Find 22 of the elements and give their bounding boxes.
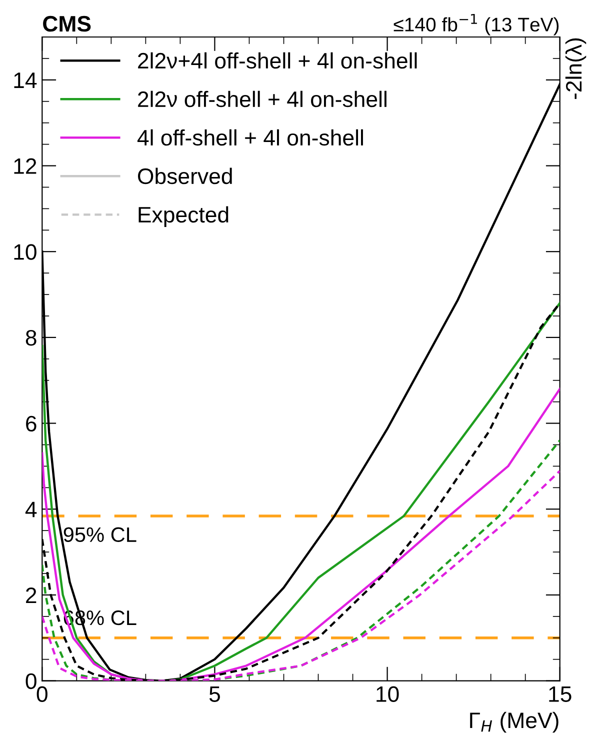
legend-label: 4l off-shell + 4l on-shell <box>137 129 363 146</box>
ref-line-label: 95% CL <box>64 527 136 542</box>
y-tick-label: 14 <box>14 72 37 88</box>
y-tick-label: 2 <box>26 587 36 604</box>
y-tick-label: 10 <box>14 244 36 260</box>
x-tick-label: 10 <box>376 686 399 702</box>
x-tick-label: 0 <box>36 686 48 702</box>
chart-subtitle: ≤140 fb$^{−1}$ (13 TeV) <box>394 14 559 36</box>
y-axis-title: -2ln(λ) <box>565 38 586 99</box>
y-tick-label: 6 <box>26 416 36 432</box>
y-tick-label: 8 <box>26 330 36 346</box>
annotation: Expected <box>138 206 228 228</box>
y-tick-label: 0 <box>26 673 36 690</box>
x-tick-label: 5 <box>209 686 220 702</box>
x-axis-title: Γ$_{H}$ (MeV) <box>470 712 558 733</box>
legend-label: 2l2ν+4l off-shell + 4l on-shell <box>138 52 417 69</box>
chart-title: CMS <box>43 16 91 32</box>
legend-label: 2l2ν off-shell + 4l on-shell <box>138 90 386 108</box>
annotation: Observed <box>138 168 232 184</box>
y-tick-label: 4 <box>25 502 37 518</box>
x-tick-label: 15 <box>549 686 572 702</box>
y-tick-label: 12 <box>14 158 36 174</box>
